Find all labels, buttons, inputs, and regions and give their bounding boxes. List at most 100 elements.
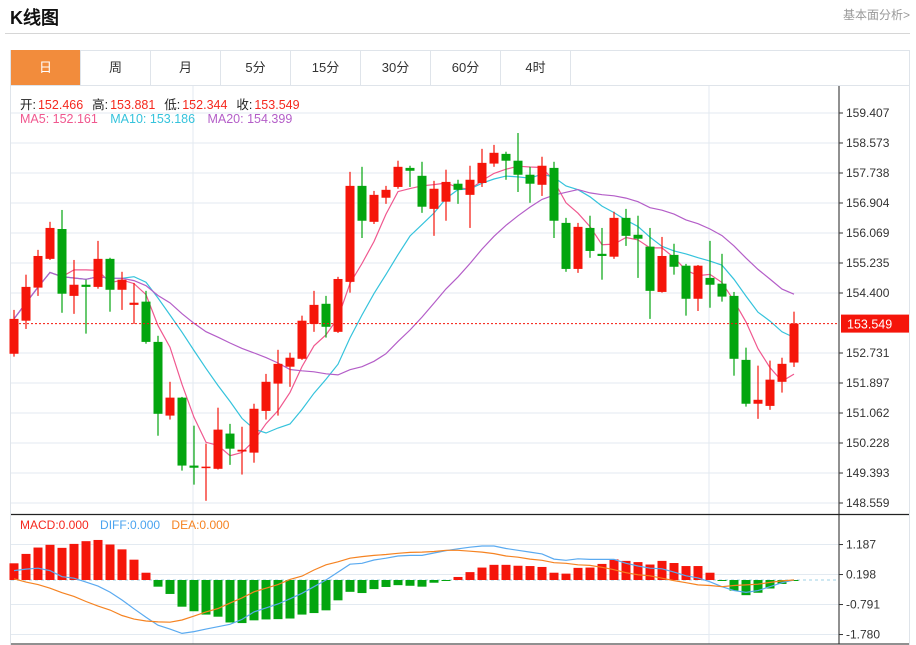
- macd-bar: [21, 553, 31, 580]
- candle: [393, 160, 403, 189]
- candle-body: [21, 286, 31, 321]
- candle: [429, 180, 439, 236]
- candle-body: [585, 227, 595, 251]
- candle-body: [45, 227, 55, 259]
- candle: [597, 227, 607, 280]
- candle-body: [57, 229, 67, 294]
- macd-bar: [393, 580, 403, 586]
- candle-body: [465, 179, 475, 195]
- candle-body: [345, 185, 355, 282]
- y-tick-label: 157.738: [846, 166, 890, 180]
- macd-bar: [777, 580, 787, 584]
- macd-bar: [453, 576, 463, 580]
- macd-bar: [501, 564, 511, 580]
- macd-bar: [57, 547, 67, 580]
- low-label: 低:: [164, 98, 181, 112]
- dea-line: [13, 549, 795, 623]
- candle-body: [561, 222, 571, 269]
- candle-body: [33, 255, 43, 288]
- macd-bar: [141, 572, 151, 580]
- candle: [585, 215, 595, 258]
- candle: [33, 249, 43, 296]
- candle-body: [609, 217, 619, 257]
- macd-bar: [489, 564, 499, 580]
- ohlc-legend: 开: 152.466 高: 153.881 低: 152.344 收: 153.549: [20, 94, 302, 113]
- candle-body: [453, 183, 463, 190]
- dea-value: DEA:0.000: [171, 518, 230, 532]
- candle: [633, 215, 643, 278]
- candle-body: [105, 258, 115, 290]
- macd-bar: [705, 572, 715, 580]
- ma10-line: [13, 173, 795, 434]
- candle: [261, 373, 271, 420]
- macd-bar: [597, 563, 607, 580]
- tab-30min[interactable]: 30分: [361, 50, 431, 85]
- current-price-badge: [841, 314, 909, 333]
- divider: [5, 33, 910, 34]
- macd-bar: [81, 541, 91, 580]
- y-tick-label: 152.731: [846, 346, 890, 360]
- tab-month[interactable]: 月: [151, 50, 221, 85]
- macd-bar: [465, 572, 475, 580]
- candle-body: [441, 181, 451, 202]
- candle-body: [129, 302, 139, 305]
- y-tick-label: 151.897: [846, 376, 890, 390]
- diff-value: DIFF:0.000: [100, 518, 161, 532]
- macd-bar: [345, 580, 355, 592]
- page-title: K线图: [10, 8, 59, 28]
- candle-body: [549, 167, 559, 221]
- fundamental-analysis-link[interactable]: 基本面分析>: [842, 8, 910, 22]
- tab-week[interactable]: 周: [81, 50, 151, 85]
- macd-bar: [765, 580, 775, 589]
- candle: [381, 185, 391, 204]
- macd-bar: [117, 549, 127, 580]
- candle: [717, 253, 727, 302]
- macd-bar: [273, 580, 283, 620]
- macd-bar: [633, 562, 643, 580]
- candle-body: [249, 408, 259, 453]
- candle: [285, 352, 295, 387]
- macd-y-tick-label: 1.187: [846, 538, 876, 552]
- tab-5min[interactable]: 5分: [221, 50, 291, 85]
- candle-body: [417, 175, 427, 207]
- macd-bar: [645, 564, 655, 580]
- macd-bar: [585, 567, 595, 580]
- tab-15min[interactable]: 15分: [291, 50, 361, 85]
- candle-body: [393, 166, 403, 187]
- candle-body: [501, 153, 511, 161]
- tab-day[interactable]: 日: [11, 50, 81, 85]
- macd-bar: [153, 580, 163, 587]
- candle: [45, 221, 55, 260]
- macd-bar: [33, 547, 43, 580]
- candle-body: [273, 363, 283, 384]
- candle-body: [645, 246, 655, 291]
- candle-body: [525, 174, 535, 184]
- macd-bar: [333, 580, 343, 601]
- candle: [165, 381, 175, 420]
- candle: [405, 165, 415, 187]
- candle-body: [537, 165, 547, 185]
- candle-body: [141, 301, 151, 342]
- candle: [57, 209, 67, 313]
- candle-body: [93, 258, 103, 287]
- candle-body: [513, 160, 523, 175]
- tab-4hour[interactable]: 4时: [501, 50, 571, 85]
- tab-60min[interactable]: 60分: [431, 50, 501, 85]
- macd-bar: [441, 580, 451, 581]
- candle-body: [621, 217, 631, 236]
- candle: [681, 263, 691, 316]
- candle: [789, 311, 799, 367]
- macd-bar: [105, 544, 115, 580]
- candle-body: [9, 318, 19, 354]
- macd-bar: [717, 580, 727, 581]
- ma-legend: MA5: 152.161 MA10: 153.186 MA20: 154.399: [20, 112, 294, 126]
- candle-body: [285, 357, 295, 367]
- candle: [21, 274, 31, 329]
- macd-bar: [261, 580, 271, 620]
- candle-body: [789, 323, 799, 363]
- candle: [117, 271, 127, 310]
- macd-bar: [369, 580, 379, 590]
- y-tick-label: 150.228: [846, 436, 890, 450]
- candle-body: [297, 320, 307, 359]
